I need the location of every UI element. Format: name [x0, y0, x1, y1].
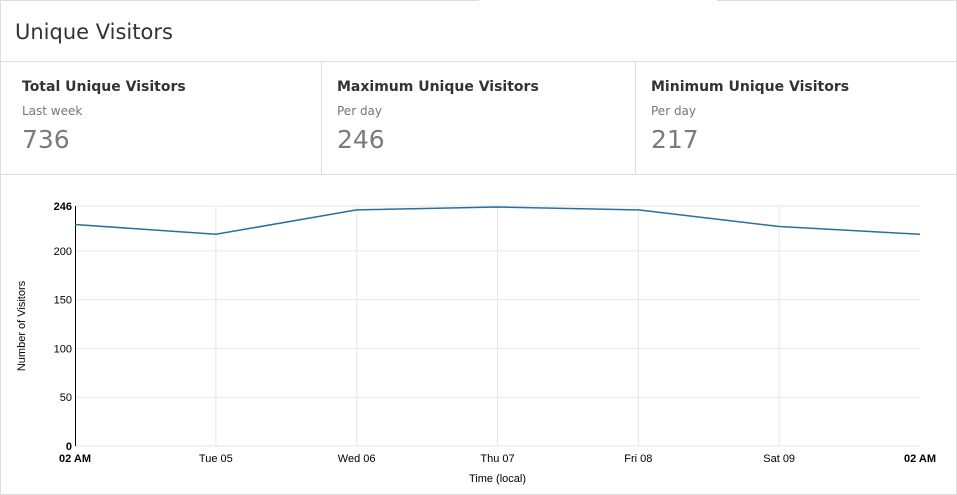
y-tick-label: 0	[66, 441, 72, 453]
series-line	[74, 206, 921, 236]
stat-title: Total Unique Visitors	[22, 79, 186, 95]
x-tick-label: Fri 08	[624, 453, 652, 465]
page-title: Unique Visitors	[15, 20, 173, 44]
stat-minimum-unique-visitors: Minimum Unique Visitors Per day 217	[635, 62, 956, 174]
x-tick-label: 02 AM	[904, 453, 936, 465]
chart-labels: 0 50 100 150 200 246 02 AM Tue 05 Wed 06 Thu 07 Fr…	[16, 201, 936, 485]
visitors-line-chart: 0 50 100 150 200 246 02 AM Tue 05 Wed 06 Thu 07 Fr…	[16, 201, 936, 485]
stat-title: Minimum Unique Visitors	[651, 79, 850, 95]
x-axis-title: Time (local)	[469, 473, 526, 485]
chart-grid	[75, 205, 920, 446]
tab-gap	[479, 0, 717, 2]
stat-value: 246	[337, 125, 385, 154]
y-tick-label: 50	[60, 392, 72, 404]
stat-value: 217	[651, 125, 699, 154]
stat-title: Maximum Unique Visitors	[337, 79, 539, 95]
stat-maximum-unique-visitors: Maximum Unique Visitors Per day 246	[321, 62, 635, 174]
y-tick-label: 246	[54, 201, 72, 213]
x-tick-label: Wed 06	[338, 453, 376, 465]
y-axis-title: Number of Visitors	[16, 280, 28, 371]
visitors-chart-container: 0 50 100 150 200 246 02 AM Tue 05 Wed 06 Thu 07 Fr…	[1, 175, 956, 494]
panel-header: Unique Visitors	[1, 1, 956, 62]
stat-value: 736	[22, 125, 70, 154]
x-tick-label: Sat 09	[763, 453, 795, 465]
y-tick-label: 150	[54, 295, 72, 307]
stat-subtitle: Per day	[337, 104, 383, 118]
stat-subtitle: Last week	[22, 104, 83, 118]
stat-total-unique-visitors: Total Unique Visitors Last week 736	[1, 62, 321, 174]
stats-row: Total Unique Visitors Last week 736 Maxi…	[1, 62, 956, 175]
x-tick-label: Thu 07	[480, 453, 514, 465]
chart-axes	[75, 206, 920, 447]
y-tick-label: 100	[54, 343, 72, 355]
chart-series	[74, 206, 921, 236]
x-tick-label: Tue 05	[199, 453, 233, 465]
x-tick-label: 02 AM	[59, 453, 91, 465]
stat-subtitle: Per day	[651, 104, 697, 118]
y-tick-label: 200	[54, 246, 72, 258]
